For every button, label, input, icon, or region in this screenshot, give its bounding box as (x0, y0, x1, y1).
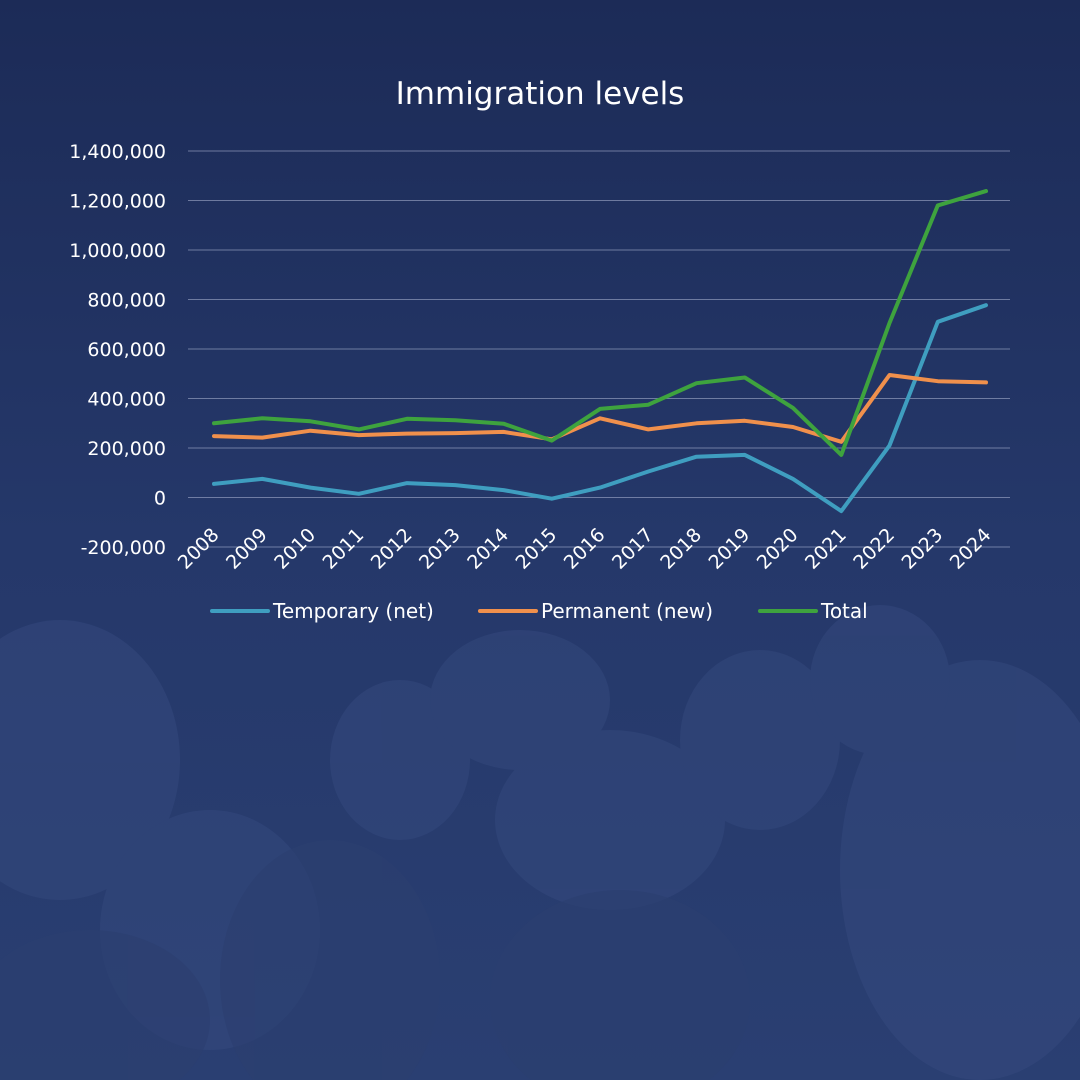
x-tick-label: 2008 (174, 524, 224, 574)
series-lines (212, 189, 988, 514)
series-line-2 (212, 189, 988, 457)
y-tick-label: 1,400,000 (69, 141, 166, 163)
x-tick-label: 2019 (705, 524, 755, 574)
x-tick-label: 2010 (270, 524, 320, 574)
x-tick-label: 2016 (560, 524, 610, 574)
legend: Temporary (net) Permanent (new) Total (210, 599, 868, 623)
x-tick-label: 2021 (801, 524, 851, 574)
legend-label: Total (820, 599, 868, 623)
y-tick-label: 800,000 (87, 290, 166, 312)
x-tick-label: 2013 (415, 524, 465, 574)
y-axis: 1,400,000 1,200,000 1,000,000 800,000 600,00… (69, 141, 166, 559)
x-tick-label: 2012 (367, 524, 417, 574)
y-tick-label: 0 (154, 488, 166, 510)
x-tick-label: 2018 (656, 524, 706, 574)
x-tick-label: 2011 (319, 524, 369, 574)
series-line-1 (212, 373, 988, 444)
gridlines (188, 150, 1010, 548)
legend-label: Permanent (new) (541, 599, 713, 623)
x-axis: 2008200920102011201220132014201520162017… (174, 524, 996, 574)
y-tick-label: 200,000 (87, 438, 166, 460)
x-tick-label: 2022 (849, 524, 899, 574)
series-line-0 (212, 303, 988, 514)
y-tick-label: 400,000 (87, 389, 166, 411)
chart-title: Immigration levels (396, 76, 685, 112)
x-tick-label: 2017 (608, 524, 658, 574)
x-tick-label: 2014 (463, 524, 513, 574)
y-tick-label: -200,000 (81, 537, 166, 559)
x-tick-label: 2023 (898, 524, 948, 574)
y-tick-label: 600,000 (87, 339, 166, 361)
x-tick-label: 2020 (753, 524, 803, 574)
x-tick-label: 2015 (512, 524, 562, 574)
x-tick-label: 2009 (222, 524, 272, 574)
legend-label: Temporary (net) (272, 599, 434, 623)
y-tick-label: 1,200,000 (69, 191, 166, 213)
x-tick-label: 2024 (946, 524, 996, 574)
y-tick-label: 1,000,000 (69, 240, 166, 262)
